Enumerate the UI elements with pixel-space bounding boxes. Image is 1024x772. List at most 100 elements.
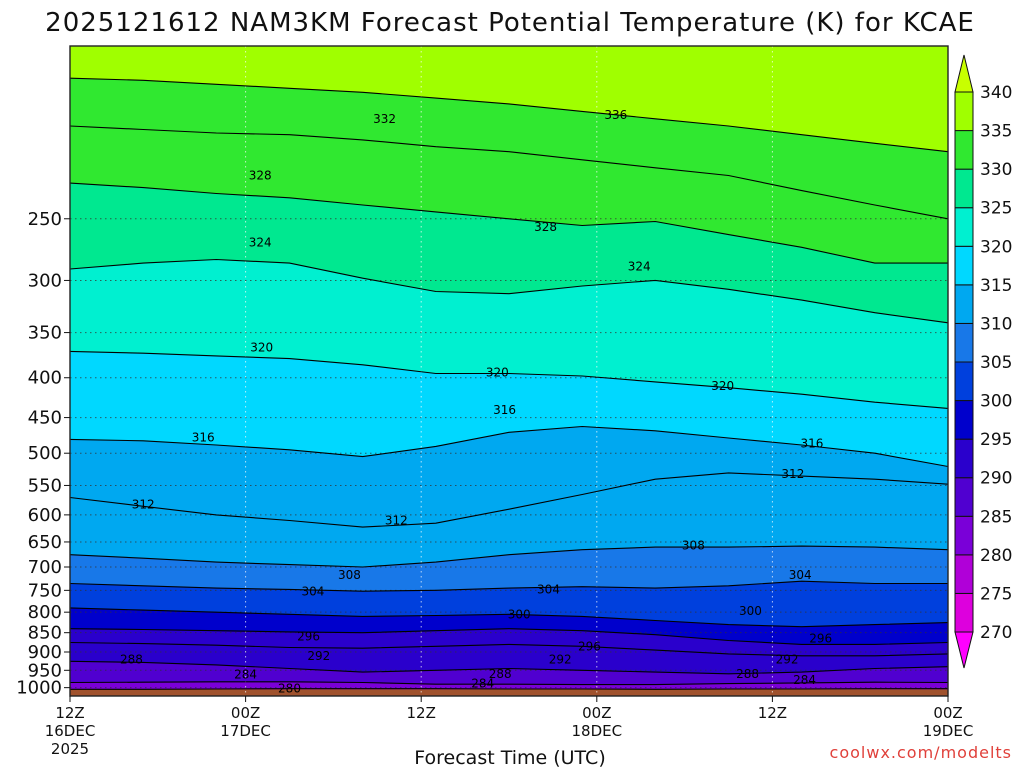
contour-label-300: 300 — [508, 607, 531, 621]
contour-label-280: 280 — [278, 682, 301, 696]
colorbar-label: 340 — [980, 83, 1012, 103]
contour-label-text: 304 — [789, 568, 812, 582]
colorbar-segment — [954, 477, 974, 517]
contour-label-text: 288 — [120, 652, 143, 666]
y-tick-label: 500 — [28, 443, 62, 464]
y-tick-label: 750 — [28, 580, 62, 601]
contour-316 — [69, 425, 949, 468]
y-tick-label: 600 — [28, 505, 62, 526]
contour-label-308: 308 — [682, 539, 705, 553]
plot-area — [70, 46, 948, 697]
contour-label-284: 284 — [471, 677, 494, 691]
x-tick-date: 19DEC — [923, 722, 974, 740]
contour-label-text: 324 — [628, 260, 651, 274]
colorbar-segment — [954, 515, 974, 556]
contour-label-text: 296 — [297, 630, 320, 644]
contour-label-328: 328 — [249, 169, 272, 183]
contour-label-296: 296 — [297, 630, 320, 644]
colorbar-segment — [954, 438, 974, 479]
contour-label-text: 300 — [739, 604, 762, 618]
x-tick-label: 12Z — [407, 704, 436, 722]
colorbar-label: 335 — [980, 122, 1012, 142]
y-tick-label: 350 — [28, 323, 62, 344]
contour-label-284: 284 — [234, 668, 257, 682]
credit-text: coolwx.com/modelts — [830, 743, 1012, 762]
x-tick-date: 18DEC — [572, 722, 623, 740]
contour-308 — [69, 545, 949, 568]
contour-label-text: 300 — [508, 607, 531, 621]
colorbar-label: 320 — [980, 237, 1012, 257]
contour-layer — [69, 77, 949, 690]
contour-label-text: 332 — [373, 112, 396, 126]
contour-label-312: 312 — [132, 498, 155, 512]
x-tick-label: 12Z — [55, 704, 84, 722]
chart-title: 2025121612 NAM3KM Forecast Potential Tem… — [45, 8, 975, 38]
colorbar-bottom-tip — [954, 631, 974, 669]
y-tick-label: 400 — [28, 368, 62, 389]
colorbar-segment — [954, 592, 974, 633]
contour-label-text: 292 — [307, 649, 330, 663]
contour-280 — [70, 688, 948, 690]
contour-label-text: 316 — [493, 403, 516, 417]
contour-label-316: 316 — [192, 430, 215, 444]
contour-label-text: 296 — [809, 632, 832, 646]
colorbar-label: 275 — [980, 584, 1012, 604]
contour-label-304: 304 — [789, 568, 812, 582]
colorbar-segment — [954, 168, 974, 209]
colorbar-label: 280 — [980, 546, 1012, 566]
colorbar-label: 310 — [980, 314, 1012, 334]
contour-label-316: 316 — [800, 437, 823, 451]
colorbar-top-tip — [954, 54, 974, 93]
contour-label-312: 312 — [385, 513, 408, 527]
colorbar-label: 300 — [980, 392, 1012, 412]
contour-304 — [69, 580, 948, 592]
colorbar-segment — [954, 245, 974, 286]
x-tick-label: 00Z — [933, 704, 962, 722]
contour-label-text: 304 — [537, 582, 560, 596]
contour-label-304: 304 — [301, 585, 324, 599]
contour-label-text: 320 — [250, 341, 273, 355]
colorbar-label: 285 — [980, 507, 1012, 527]
contour-label-292: 292 — [776, 652, 799, 666]
contour-label-288: 288 — [489, 667, 512, 681]
contour-284 — [69, 681, 949, 686]
contour-label-296: 296 — [578, 639, 601, 653]
y-tick-label: 550 — [28, 475, 62, 496]
colorbar-label: 295 — [980, 430, 1012, 450]
contour-label-328: 328 — [534, 220, 557, 234]
y-tick-label: 1000 — [16, 678, 62, 699]
contour-328 — [69, 182, 948, 264]
x-axis-label: Forecast Time (UTC) — [414, 747, 605, 768]
colorbar-label: 325 — [980, 199, 1012, 219]
contour-label-text: 328 — [534, 220, 557, 234]
contour-label-288: 288 — [736, 667, 759, 681]
contour-label-text: 312 — [781, 467, 804, 481]
contour-label-text: 292 — [776, 652, 799, 666]
colorbar: 270 275 280 285 290 295 300 305 310 315 320 325 330 3… — [954, 54, 1012, 669]
contour-label-308: 308 — [338, 568, 361, 582]
y-tick-label: 900 — [28, 642, 62, 663]
y-tick-label: 950 — [28, 660, 62, 681]
y-tick-label: 450 — [28, 408, 62, 429]
ground-layer — [70, 689, 948, 696]
contour-label-text: 324 — [249, 235, 272, 249]
plot-frame — [69, 45, 949, 697]
contour-300 — [69, 607, 949, 628]
contour-label-text: 296 — [578, 639, 601, 653]
y-axis: 2503003504004505005506006507007508008509… — [16, 209, 70, 699]
contour-label-text: 284 — [234, 668, 257, 682]
contour-label-text: 328 — [249, 169, 272, 183]
colorbar-segment — [954, 554, 974, 594]
contour-label-320: 320 — [250, 341, 273, 355]
contour-label-324: 324 — [249, 235, 272, 249]
contour-label-320: 320 — [711, 379, 734, 393]
contour-label-284: 284 — [793, 673, 816, 687]
contour-label-text: 292 — [549, 652, 572, 666]
contour-label-288: 288 — [120, 652, 143, 666]
contour-320 — [69, 350, 949, 409]
x-tick-date: 17DEC — [220, 722, 271, 740]
contour-label-320: 320 — [486, 366, 509, 380]
colorbar-label: 290 — [980, 469, 1012, 489]
